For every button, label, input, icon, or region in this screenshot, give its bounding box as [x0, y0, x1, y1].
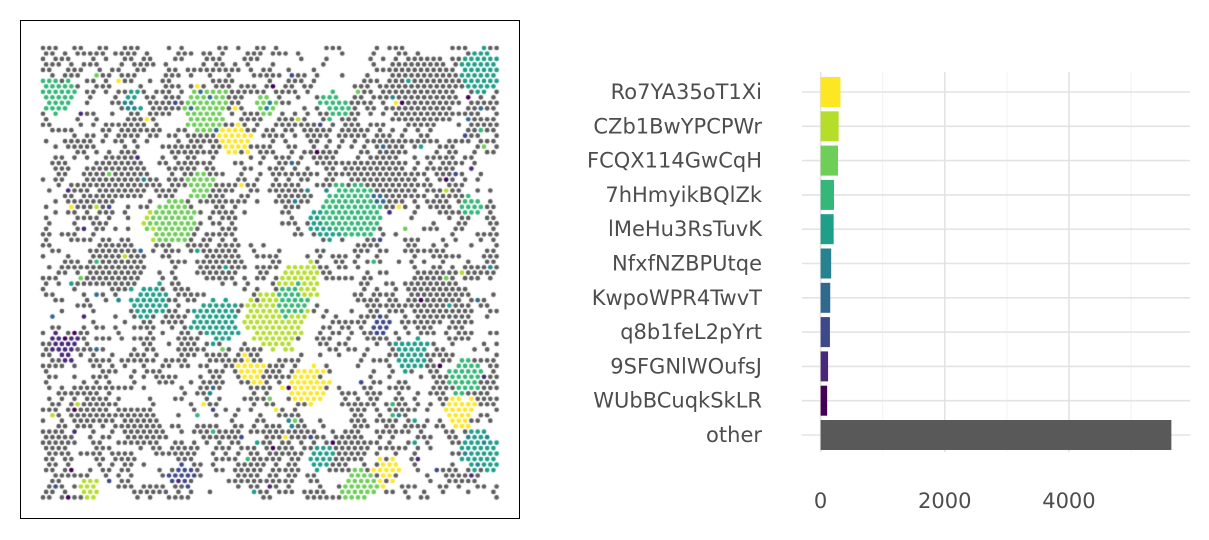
- y-tick-label: q8b1feL2pYrt: [620, 320, 762, 344]
- gridlines: [802, 72, 1190, 452]
- bars: [820, 77, 1172, 450]
- bar-Ro7YA35oT1Xi: [820, 77, 841, 107]
- y-tick-label: lMeHu3RsTuvK: [608, 217, 763, 241]
- spatial-scatter-canvas: [21, 21, 519, 518]
- y-tick-label: NfxfNZBPUtqe: [612, 252, 762, 276]
- y-tick-label: WUbBCuqkSkLR: [593, 389, 762, 413]
- cluster-size-bar-chart: Ro7YA35oT1Xi CZb1BwYPCPWr FCQX114GwCqH 7hHm…: [587, 72, 1190, 513]
- bar-other: [820, 420, 1172, 450]
- bar-FCQX114GwCqH: [820, 145, 839, 176]
- bar-lMeHu3RsTuvK: [820, 214, 834, 245]
- bar-KwpoWPR4TwvT: [820, 282, 831, 313]
- bar-CZb1BwYPCPWr: [820, 111, 839, 142]
- y-tick-label: other: [706, 423, 762, 447]
- x-tick-label: 0: [814, 489, 827, 513]
- bar-7hHmyikBQlZk: [820, 179, 834, 210]
- y-tick-label: Ro7YA35oT1Xi: [611, 80, 762, 104]
- y-tick-label: FCQX114GwCqH: [587, 149, 762, 173]
- x-tick-label: 2000: [918, 489, 971, 513]
- bar-WUbBCuqkSkLR: [820, 385, 828, 416]
- y-tick-label: 9SFGNlWOufsJ: [610, 354, 762, 378]
- bar-9SFGNlWOufsJ: [820, 351, 829, 382]
- bar-NfxfNZBPUtqe: [820, 248, 832, 279]
- y-tick-label: CZb1BwYPCPWr: [593, 114, 762, 138]
- y-tick-label: KwpoWPR4TwvT: [592, 286, 762, 310]
- y-tick-label: 7hHmyikBQlZk: [605, 183, 762, 207]
- x-tick-label: 4000: [1042, 489, 1095, 513]
- bar-q8b1feL2pYrt: [820, 317, 830, 348]
- x-tick-labels: 0 2000 4000: [814, 489, 1096, 513]
- y-tick-labels: Ro7YA35oT1Xi CZb1BwYPCPWr FCQX114GwCqH 7hHm…: [587, 80, 763, 447]
- spatial-scatter-panel: [20, 20, 520, 519]
